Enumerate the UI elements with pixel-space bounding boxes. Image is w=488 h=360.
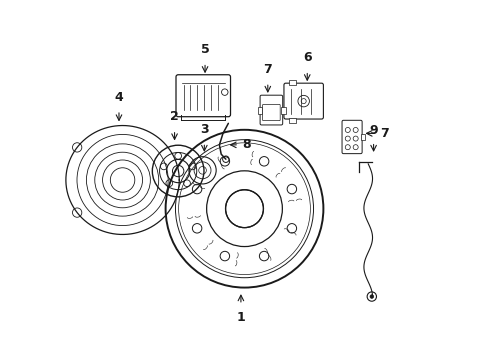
FancyBboxPatch shape xyxy=(284,83,323,119)
Text: 6: 6 xyxy=(303,51,311,64)
FancyBboxPatch shape xyxy=(260,95,282,125)
Circle shape xyxy=(369,295,373,298)
Text: 9: 9 xyxy=(368,124,377,137)
Text: 2: 2 xyxy=(170,110,179,123)
Text: 7: 7 xyxy=(380,127,388,140)
Text: 5: 5 xyxy=(200,43,209,56)
Text: 3: 3 xyxy=(200,123,208,136)
Bar xyxy=(288,118,296,123)
FancyBboxPatch shape xyxy=(262,104,280,121)
Circle shape xyxy=(225,190,263,228)
Bar xyxy=(288,80,296,85)
Text: 7: 7 xyxy=(263,63,272,76)
FancyBboxPatch shape xyxy=(341,120,362,154)
Text: 1: 1 xyxy=(236,311,245,324)
Text: 8: 8 xyxy=(242,138,251,151)
FancyBboxPatch shape xyxy=(176,75,230,117)
Text: 4: 4 xyxy=(114,91,123,104)
Bar xyxy=(360,134,364,140)
Bar xyxy=(258,107,262,114)
Bar xyxy=(281,107,285,114)
